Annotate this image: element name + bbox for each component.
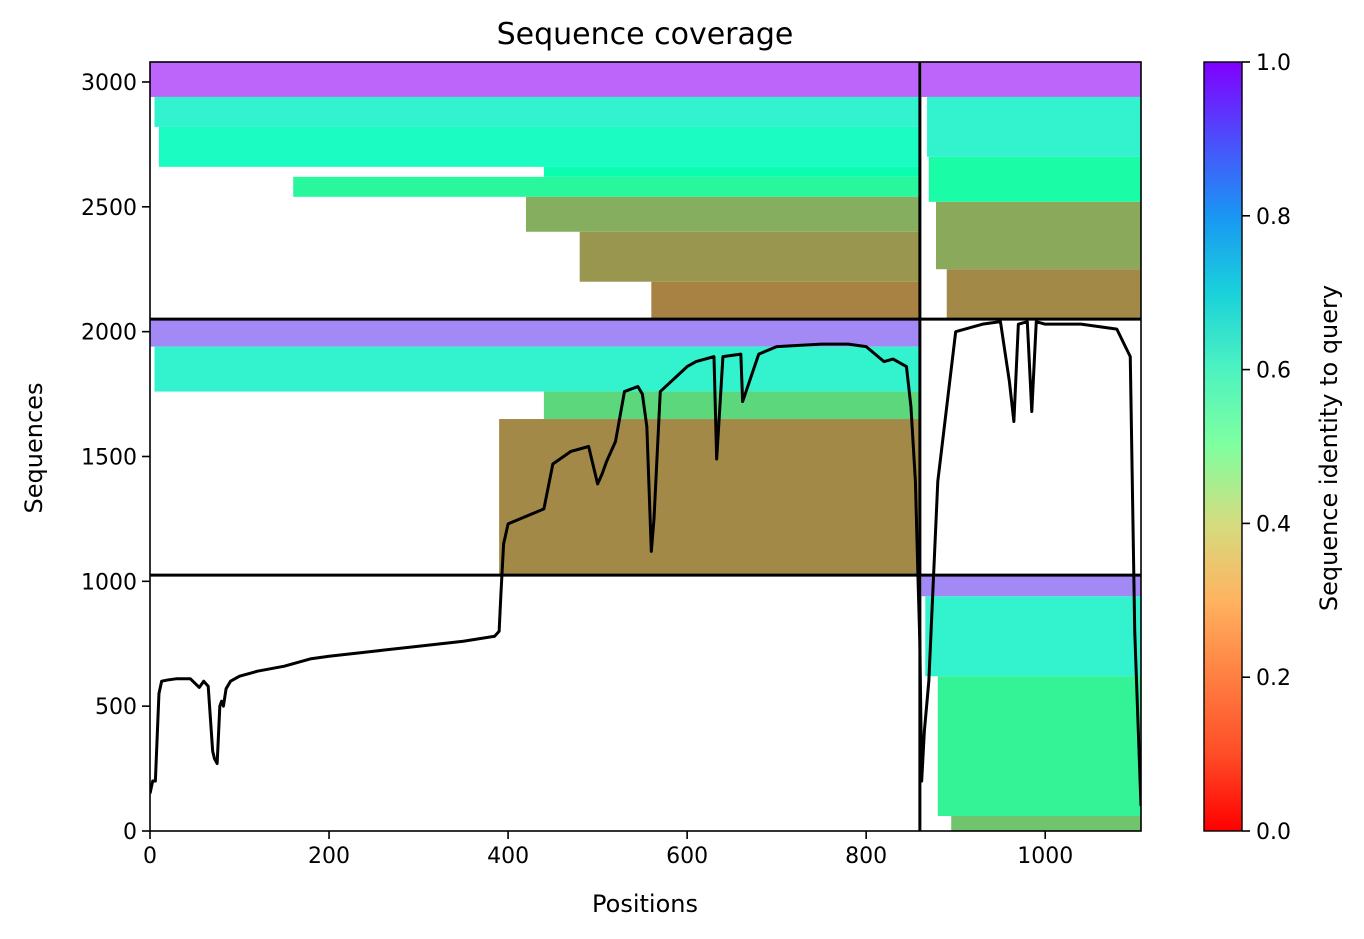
- x-tick-label: 200: [308, 844, 350, 869]
- x-tick-label: 1000: [1017, 844, 1073, 869]
- y-tick-label: 1000: [81, 570, 137, 595]
- x-tick-label: 400: [487, 844, 529, 869]
- colorbar-tick-label: 0.2: [1256, 666, 1291, 691]
- y-tick-label: 500: [95, 695, 137, 720]
- x-axis-label: Positions: [592, 890, 698, 918]
- heatmap-band: [525, 196, 920, 232]
- heatmap-band: [946, 269, 1141, 320]
- x-tick-label: 600: [666, 844, 708, 869]
- colorbar-label: Sequence identity to query: [1315, 285, 1343, 611]
- heatmap-band: [921, 62, 1141, 97]
- y-tick-label: 0: [123, 820, 137, 845]
- x-tick-label: 0: [143, 844, 157, 869]
- heatmap-band: [927, 96, 1141, 157]
- colorbar-tick-label: 0.6: [1256, 359, 1291, 384]
- heatmap-band: [150, 62, 920, 97]
- heatmap-band: [543, 391, 920, 420]
- heatmap-band: [579, 231, 920, 282]
- colorbar-tick-label: 0.8: [1256, 205, 1291, 230]
- heatmap-band: [154, 96, 920, 127]
- heatmap-band: [293, 176, 920, 197]
- plot-frame: [149, 61, 1142, 832]
- heatmap-band: [150, 319, 920, 347]
- heatmap-band: [951, 816, 1141, 831]
- colorbar-tick-label: 0.0: [1256, 820, 1291, 845]
- y-tick-label: 2000: [81, 321, 137, 346]
- x-axis-ticks: 0 200 400 600 800 1000: [143, 831, 1073, 869]
- heatmap-band: [543, 166, 920, 177]
- heatmap-band: [921, 575, 1141, 597]
- y-tick-label: 2500: [81, 196, 137, 221]
- heatmap-band: [936, 201, 1141, 270]
- heatmap-band: [154, 346, 920, 392]
- heatmap-band: [651, 281, 920, 320]
- colorbar-tick-label: 0.4: [1256, 512, 1291, 537]
- colorbar-ticks: 0.0 0.2 0.4 0.6 0.8 1.0: [1242, 51, 1291, 845]
- heatmap-band: [937, 676, 1141, 817]
- heatmap-band: [499, 419, 920, 576]
- heatmap-band: [158, 126, 920, 167]
- y-tick-label: 1500: [81, 445, 137, 470]
- y-axis-label: Sequences: [20, 383, 48, 514]
- colorbar-tick-label: 1.0: [1256, 51, 1291, 76]
- coverage-heatmap: [150, 62, 1141, 831]
- colorbar: [1203, 61, 1243, 832]
- heatmap-band: [925, 596, 1141, 677]
- heatmap-band: [928, 156, 1141, 202]
- chart-title: Sequence coverage: [497, 17, 794, 52]
- coverage-line: [150, 320, 1141, 807]
- y-tick-label: 3000: [81, 71, 137, 96]
- x-tick-label: 800: [845, 844, 887, 869]
- y-axis-ticks: 0 500 1000 1500 2000 2500 3000: [81, 71, 150, 845]
